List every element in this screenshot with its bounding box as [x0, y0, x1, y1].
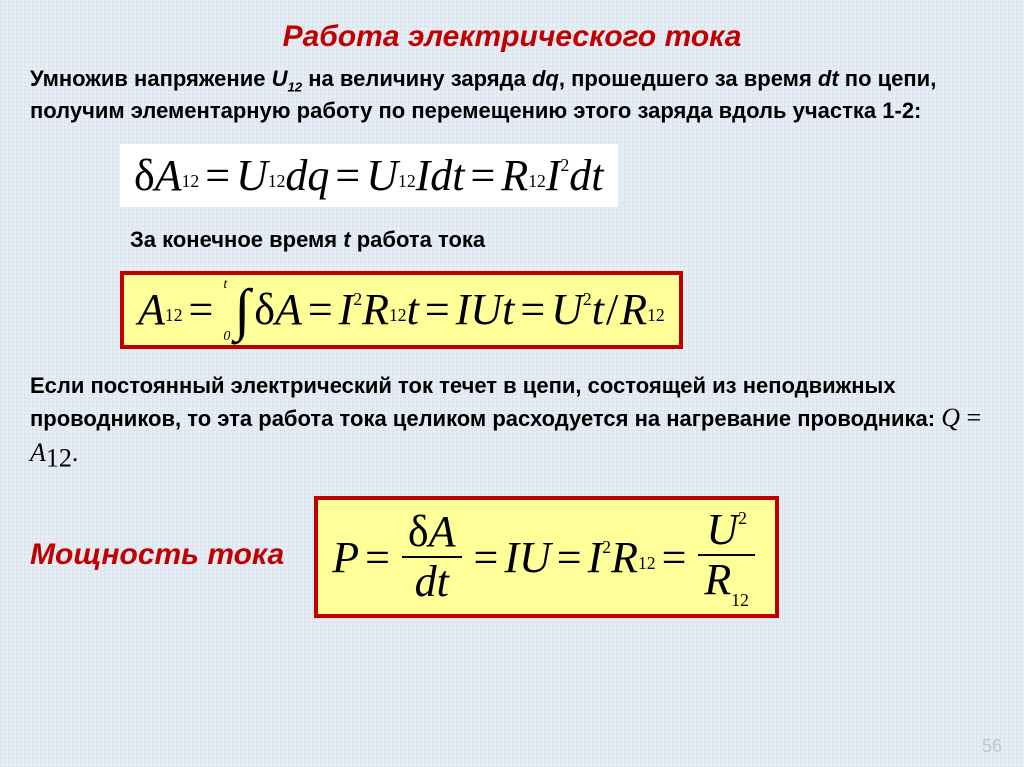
f3-frac1-delta: δ	[408, 507, 429, 556]
p3-Q: Q	[941, 403, 960, 432]
f1-R: R	[501, 150, 528, 201]
formula-power: P = δA dt = IU = I2R12 = U2 R12	[314, 496, 779, 619]
f3-P: P	[332, 532, 359, 583]
f1-U1: U	[236, 150, 268, 201]
p1-Usub: 12	[287, 79, 302, 94]
f3-frac2-U: U	[706, 505, 738, 554]
f3-frac2: U2 R12	[698, 506, 754, 609]
f3-eq3: =	[557, 532, 582, 583]
p3-A: A	[30, 438, 46, 467]
f1-eq2: =	[335, 150, 360, 201]
f2-R2sub: 12	[647, 305, 665, 326]
slide-title: Работа электрического тока	[30, 20, 994, 54]
f2-Isup: 2	[353, 289, 362, 310]
p1-text-a: Умножив напряжение	[30, 66, 272, 91]
f2-Usup: 2	[583, 289, 592, 310]
f3-frac1: δA dt	[402, 508, 462, 607]
paragraph-1: Умножив напряжение U12 на величину заряд…	[30, 64, 994, 126]
f3-Rsub: 12	[638, 553, 656, 574]
f3-IU: IU	[504, 532, 550, 583]
f2-eq3: =	[425, 284, 450, 335]
f2-int-upper: t	[223, 278, 230, 292]
p2-t: t	[343, 227, 350, 252]
f1-I: I	[546, 150, 561, 201]
f1-eq1: =	[205, 150, 230, 201]
p1-U: U	[272, 66, 288, 91]
f2-int-symbol: ∫	[234, 281, 250, 339]
p2-b: работа тока	[351, 227, 486, 252]
p3-Asub: 12	[46, 444, 72, 473]
f1-dq: dq	[285, 150, 329, 201]
f3-frac2-R: R	[704, 555, 731, 604]
f2-Asub: 12	[165, 305, 183, 326]
f3-R: R	[611, 532, 638, 583]
f3-frac1-A: A	[429, 507, 456, 556]
f2-dA: A	[275, 284, 302, 335]
p1-dt: dt	[818, 66, 839, 91]
f2-eq1: =	[188, 284, 213, 335]
f3-frac2-Rsub: 12	[731, 590, 749, 610]
formula-work-finite-time: A12 = t 0 ∫ δA = I2R12t = IUt = U2t/R12	[120, 271, 683, 349]
f1-A: A	[155, 150, 182, 201]
f1-Rsub: 12	[528, 171, 546, 192]
p1-dq: dq	[532, 66, 559, 91]
f2-R: R	[362, 284, 389, 335]
f2-R2: R	[620, 284, 647, 335]
f2-t1: t	[407, 284, 419, 335]
f3-eq1: =	[365, 532, 390, 583]
f3-Isup: 2	[602, 537, 611, 558]
f1-dt: dt	[569, 150, 603, 201]
f1-Idt: Idt	[416, 150, 465, 201]
f2-I: I	[339, 284, 354, 335]
f1-U2sub: 12	[398, 171, 416, 192]
power-heading: Мощность тока	[30, 538, 284, 572]
f2-IUt: IUt	[456, 284, 515, 335]
f1-delta: δ	[134, 150, 155, 201]
f1-eq3: =	[471, 150, 496, 201]
f2-int-lower: 0	[223, 330, 230, 344]
paragraph-3: Если постоянный электрический ток течет …	[30, 371, 994, 476]
f1-Asub: 12	[182, 171, 200, 192]
f3-eq2: =	[474, 532, 499, 583]
f2-Rsub: 12	[389, 305, 407, 326]
paragraph-2: За конечное время t работа тока	[30, 225, 994, 255]
f3-frac2-Usup: 2	[738, 508, 747, 528]
power-row: Мощность тока P = δA dt = IU = I2R12 = U…	[30, 488, 994, 623]
f2-eq2: =	[308, 284, 333, 335]
p3-a: Если постоянный электрический ток течет …	[30, 373, 941, 432]
f2-A: A	[138, 284, 165, 335]
f2-integral: t 0 ∫	[223, 281, 250, 339]
f1-U2: U	[366, 150, 398, 201]
formula-elementary-work: δA12 = U12dq = U12Idt = R12I2dt	[120, 144, 618, 207]
f3-I: I	[588, 532, 603, 583]
f2-slash: /	[606, 284, 618, 335]
f2-t3: t	[592, 284, 604, 335]
page-number: 56	[982, 736, 1002, 757]
p1-text-c: , прошедшего за время	[559, 66, 818, 91]
p2-a: За конечное время	[130, 227, 343, 252]
f1-Isup: 2	[560, 155, 569, 176]
f2-eq4: =	[520, 284, 545, 335]
f1-U1sub: 12	[268, 171, 286, 192]
p3-eq: =	[960, 403, 981, 432]
p1-text-b: на величину заряда	[302, 66, 532, 91]
f3-frac1-den: dt	[409, 558, 455, 606]
f2-delta: δ	[254, 284, 275, 335]
f2-U: U	[551, 284, 583, 335]
f3-eq4: =	[662, 532, 687, 583]
p3-dot: .	[72, 438, 79, 467]
